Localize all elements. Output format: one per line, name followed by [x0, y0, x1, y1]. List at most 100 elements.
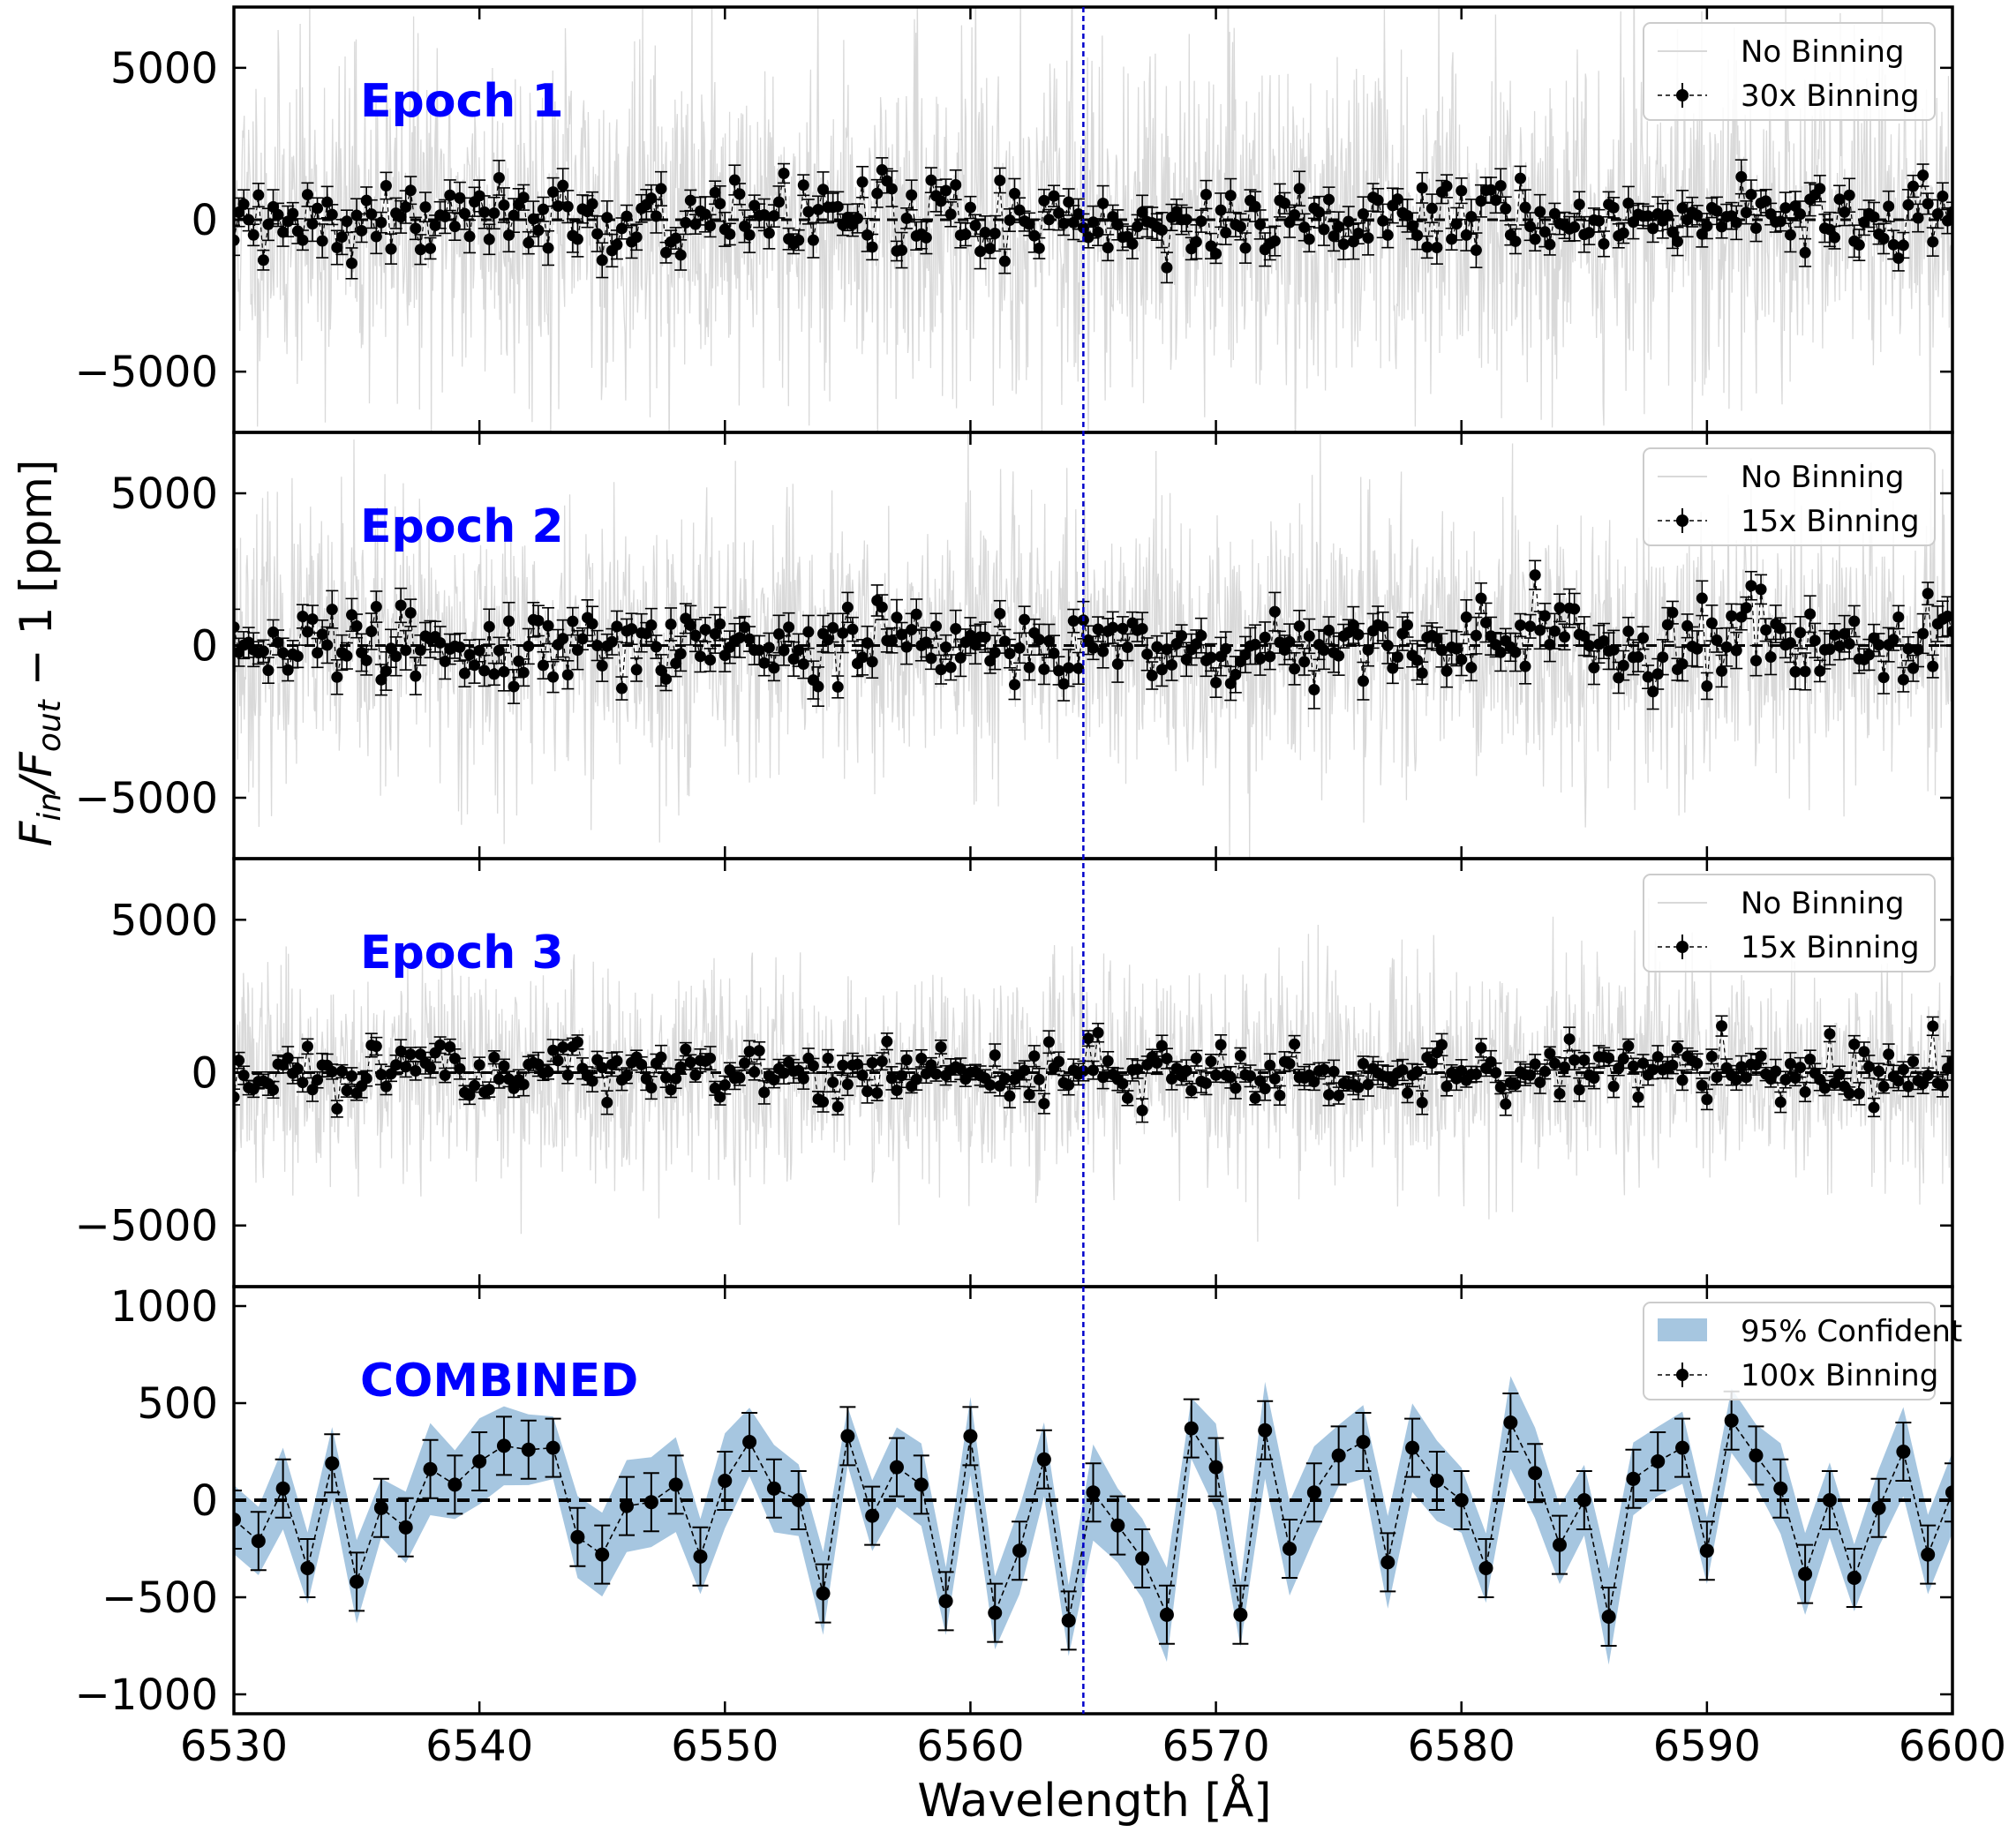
data-point [699, 624, 711, 636]
data-point [291, 225, 304, 237]
data-point-group [895, 1062, 908, 1089]
data-point-group [1529, 559, 1542, 590]
data-point [1435, 1039, 1448, 1051]
data-point [1377, 214, 1389, 227]
data-point [410, 1064, 422, 1077]
data-point [896, 1070, 908, 1082]
data-point [1726, 610, 1738, 622]
data-point-group [910, 1068, 923, 1091]
data-point [822, 634, 834, 646]
data-point [1509, 1078, 1522, 1091]
data-point-group [320, 626, 334, 664]
data-point [984, 655, 997, 667]
data-point-group [895, 231, 908, 269]
data-point-group [502, 601, 515, 641]
data-point-group [1705, 604, 1719, 642]
data-point [1494, 1081, 1507, 1093]
data-point [984, 243, 997, 255]
data-point [768, 1074, 780, 1086]
data-point-group [826, 1071, 839, 1092]
data-point [1298, 656, 1311, 668]
data-point-group [1351, 1075, 1365, 1100]
data-point-group [1288, 652, 1301, 686]
data-point [483, 620, 495, 633]
data-point-group [885, 627, 899, 654]
data-point-group [1558, 1056, 1571, 1077]
data-point [772, 627, 785, 640]
data-point-group [1598, 230, 1611, 258]
data-point [503, 229, 515, 241]
data-point [306, 218, 319, 230]
data-point-group [340, 642, 353, 670]
data-point [1617, 659, 1629, 672]
data-point [1568, 221, 1581, 233]
data-point-group [276, 637, 290, 669]
data-point-group [920, 1063, 933, 1085]
data-point [1671, 236, 1683, 248]
data-point-group [1362, 1072, 1375, 1097]
data-point [1475, 195, 1487, 207]
data-point-group [306, 604, 320, 634]
data-point-group [1485, 1049, 1498, 1074]
data-point-group [1931, 199, 1945, 229]
data-point-group [1194, 209, 1207, 233]
data-point-group [665, 1081, 678, 1099]
data-point [1151, 641, 1163, 653]
data-point-group [247, 223, 260, 247]
data-point-group [1617, 649, 1630, 681]
data-point-group [1219, 220, 1232, 245]
data-point [488, 1051, 500, 1063]
data-point-group [876, 594, 889, 620]
data-point-group [1872, 633, 1885, 657]
data-point [1362, 232, 1374, 244]
data-point [385, 1068, 397, 1080]
data-point-group [1450, 206, 1463, 241]
data-point [301, 626, 313, 638]
data-point [1067, 615, 1079, 627]
data-point-group [669, 227, 682, 250]
data-point-group [1273, 1085, 1286, 1107]
data-point [998, 635, 1011, 648]
data-point [400, 644, 412, 657]
data-point-group [404, 176, 417, 206]
data-point [1661, 209, 1674, 221]
data-point-group [679, 1041, 692, 1057]
data-point-group [1901, 635, 1914, 662]
data-point [1749, 655, 1762, 667]
y-tick-label: −5000 [75, 774, 218, 823]
data-point-group [1376, 203, 1389, 239]
data-point [395, 211, 407, 223]
data-point [1917, 627, 1929, 640]
data-point [876, 601, 888, 613]
data-point-group [792, 229, 805, 252]
data-point-group [1435, 1032, 1448, 1057]
data-point [1470, 244, 1482, 257]
data-point [1230, 1082, 1242, 1094]
data-point [1637, 632, 1650, 644]
data-point-group [968, 214, 982, 237]
data-point-group [556, 1039, 569, 1055]
data-point-group [1391, 645, 1404, 669]
data-point [1514, 172, 1526, 184]
data-point [1553, 602, 1566, 614]
data-point [797, 658, 809, 671]
data-point-group [1558, 623, 1571, 651]
panel-title: Epoch 1 [360, 75, 564, 128]
data-point [694, 650, 706, 663]
data-point-group [1592, 208, 1606, 233]
data-point-group [458, 197, 471, 230]
data-point-group [1803, 595, 1817, 634]
data-point-group [1263, 642, 1276, 671]
data-point [906, 189, 918, 201]
data-point-group [556, 619, 569, 658]
data-point-group [296, 229, 309, 252]
data-point-group [924, 647, 937, 671]
data-point [331, 241, 343, 253]
data-point-group [1568, 1049, 1581, 1070]
data-point-group [1096, 184, 1110, 222]
data-point [1814, 183, 1826, 195]
data-point-group [1111, 645, 1125, 683]
data-point-group [326, 204, 339, 226]
data-point [1446, 233, 1458, 245]
data-point [1347, 236, 1359, 248]
